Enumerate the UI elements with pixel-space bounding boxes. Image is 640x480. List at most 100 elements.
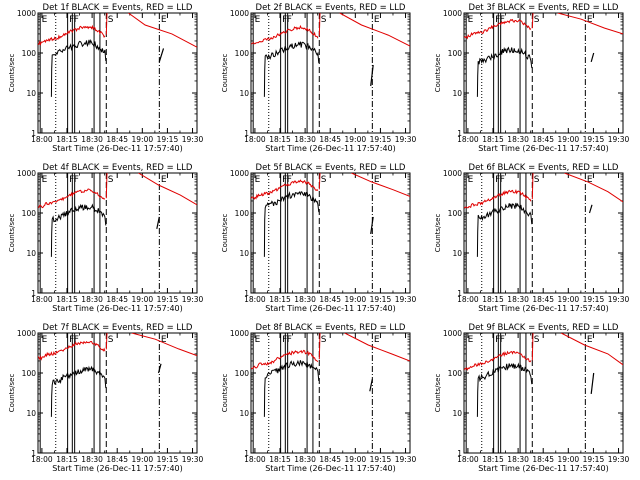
lld-series-jump (531, 333, 534, 361)
y-tick-label: 1000 (443, 9, 462, 18)
lld-series-line (38, 340, 106, 361)
marker-flag-label: S (108, 15, 114, 25)
panel-title: Det 3f BLACK = Events, RED = LLD (469, 3, 619, 13)
y-tick-label: 100 (22, 369, 37, 378)
lld-series-jump (318, 333, 321, 360)
marker-flag-label: E (374, 335, 380, 345)
x-tick-label: 18:15 (482, 135, 504, 144)
x-tick-label: 18:30 (81, 135, 103, 144)
y-axis-label: Counts/sec (221, 374, 229, 413)
x-tick-label: 19:15 (157, 135, 179, 144)
events-series-line (263, 41, 320, 97)
y-tick-label: 1 (457, 449, 462, 458)
lld-series-tail (131, 333, 197, 357)
x-tick-label: 19:00 (345, 135, 367, 144)
lld-series-line (38, 24, 106, 47)
plot-frame (37, 12, 198, 134)
x-tick-label: 19:00 (345, 295, 367, 304)
x-axis-label: Start Time (26-Dec-11 17:57:40) (478, 144, 609, 153)
panel-title: Det 6f BLACK = Events, RED = LLD (469, 163, 619, 173)
x-axis-label: Start Time (26-Dec-11 17:57:40) (52, 304, 183, 313)
plot-frame (250, 12, 411, 134)
marker-flag-label: F (74, 335, 79, 345)
y-tick-label: 10 (26, 249, 36, 258)
events-series-tail (157, 363, 162, 374)
x-tick-label: 19:15 (583, 455, 605, 464)
x-tick-label: 18:45 (319, 455, 341, 464)
y-tick-label: 1 (31, 449, 36, 458)
y-tick-label: 1000 (17, 169, 36, 178)
lld-series-jump (318, 13, 321, 36)
marker-flag-label: S (108, 175, 114, 185)
y-tick-label: 1000 (230, 169, 249, 178)
panel-det-4: Det 4f BLACK = Events, RED = LLD 1 10 100 10… (8, 163, 204, 313)
events-series-tail (158, 48, 165, 63)
x-tick-label: 18:00 (457, 295, 479, 304)
panel-data-area (251, 13, 410, 97)
y-tick-label: 10 (239, 89, 249, 98)
x-tick-label: 18:15 (56, 295, 78, 304)
x-tick-label: 19:15 (370, 295, 392, 304)
panel-det-6: Det 6f BLACK = Events, RED = LLD 1 10 100 10… (434, 163, 630, 313)
x-tick-label: 19:00 (558, 455, 580, 464)
x-tick-label: 19:30 (182, 135, 204, 144)
x-tick-label: 18:15 (269, 295, 291, 304)
marker-flag-label: E (587, 335, 593, 345)
marker-flag-label: F (69, 15, 74, 25)
x-tick-label: 19:30 (182, 295, 204, 304)
events-series-line (476, 362, 533, 417)
panel-data-area (38, 333, 197, 417)
x-tick-label: 18:15 (482, 295, 504, 304)
events-series-tail (590, 52, 595, 63)
y-tick-label: 1000 (230, 9, 249, 18)
marker-flag-label: E (255, 335, 261, 345)
panel-det-7: Det 7f BLACK = Events, RED = LLD 1 10 100 10… (8, 323, 204, 473)
x-tick-label: 18:00 (244, 135, 266, 144)
marker-flag-label: F (287, 175, 292, 185)
lld-series-jump (531, 13, 534, 29)
marker-flag-label: E (255, 175, 261, 185)
plot-frame (250, 172, 411, 294)
lld-series-tail (344, 333, 410, 362)
events-series-line (476, 202, 533, 257)
lld-series-jump (105, 173, 108, 199)
marker-flag-label: S (534, 335, 540, 345)
x-tick-label: 19:15 (370, 455, 392, 464)
y-axis-label: Counts/sec (434, 214, 442, 253)
x-tick-label: 18:45 (532, 295, 554, 304)
marker-flag-label: F (495, 15, 500, 25)
y-tick-label: 100 (235, 49, 250, 58)
marker-flag-label: E (374, 175, 380, 185)
plot-frame (463, 172, 624, 294)
y-tick-label: 100 (448, 369, 463, 378)
x-tick-label: 18:45 (106, 295, 128, 304)
plot-frame (37, 172, 198, 294)
x-tick-label: 18:00 (31, 455, 53, 464)
x-tick-label: 19:30 (395, 295, 417, 304)
marker-flag-label: F (500, 175, 505, 185)
lld-series-tail (339, 13, 410, 47)
x-tick-label: 18:00 (244, 455, 266, 464)
marker-flag-label: E (42, 335, 48, 345)
marker-flag-label: E (587, 175, 593, 185)
x-tick-label: 19:30 (395, 135, 417, 144)
marker-flag-label: F (287, 335, 292, 345)
lld-series-tail (351, 173, 410, 197)
y-tick-label: 10 (239, 409, 249, 418)
marker-flag-label: E (468, 175, 474, 185)
x-tick-label: 18:30 (507, 135, 529, 144)
events-series-line (50, 203, 107, 257)
panel-det-8: Det 8f BLACK = Events, RED = LLD 1 10 100 10… (221, 323, 417, 473)
y-tick-label: 1000 (17, 9, 36, 18)
x-tick-label: 18:15 (482, 455, 504, 464)
marker-flag-label: F (74, 175, 79, 185)
x-tick-label: 18:00 (457, 455, 479, 464)
y-tick-label: 100 (22, 49, 37, 58)
marker-flag-label: F (495, 335, 500, 345)
events-series-tail (369, 379, 373, 392)
events-series-line (476, 46, 533, 97)
x-tick-label: 18:30 (294, 455, 316, 464)
x-tick-label: 18:30 (81, 295, 103, 304)
marker-flag-label: E (42, 175, 48, 185)
